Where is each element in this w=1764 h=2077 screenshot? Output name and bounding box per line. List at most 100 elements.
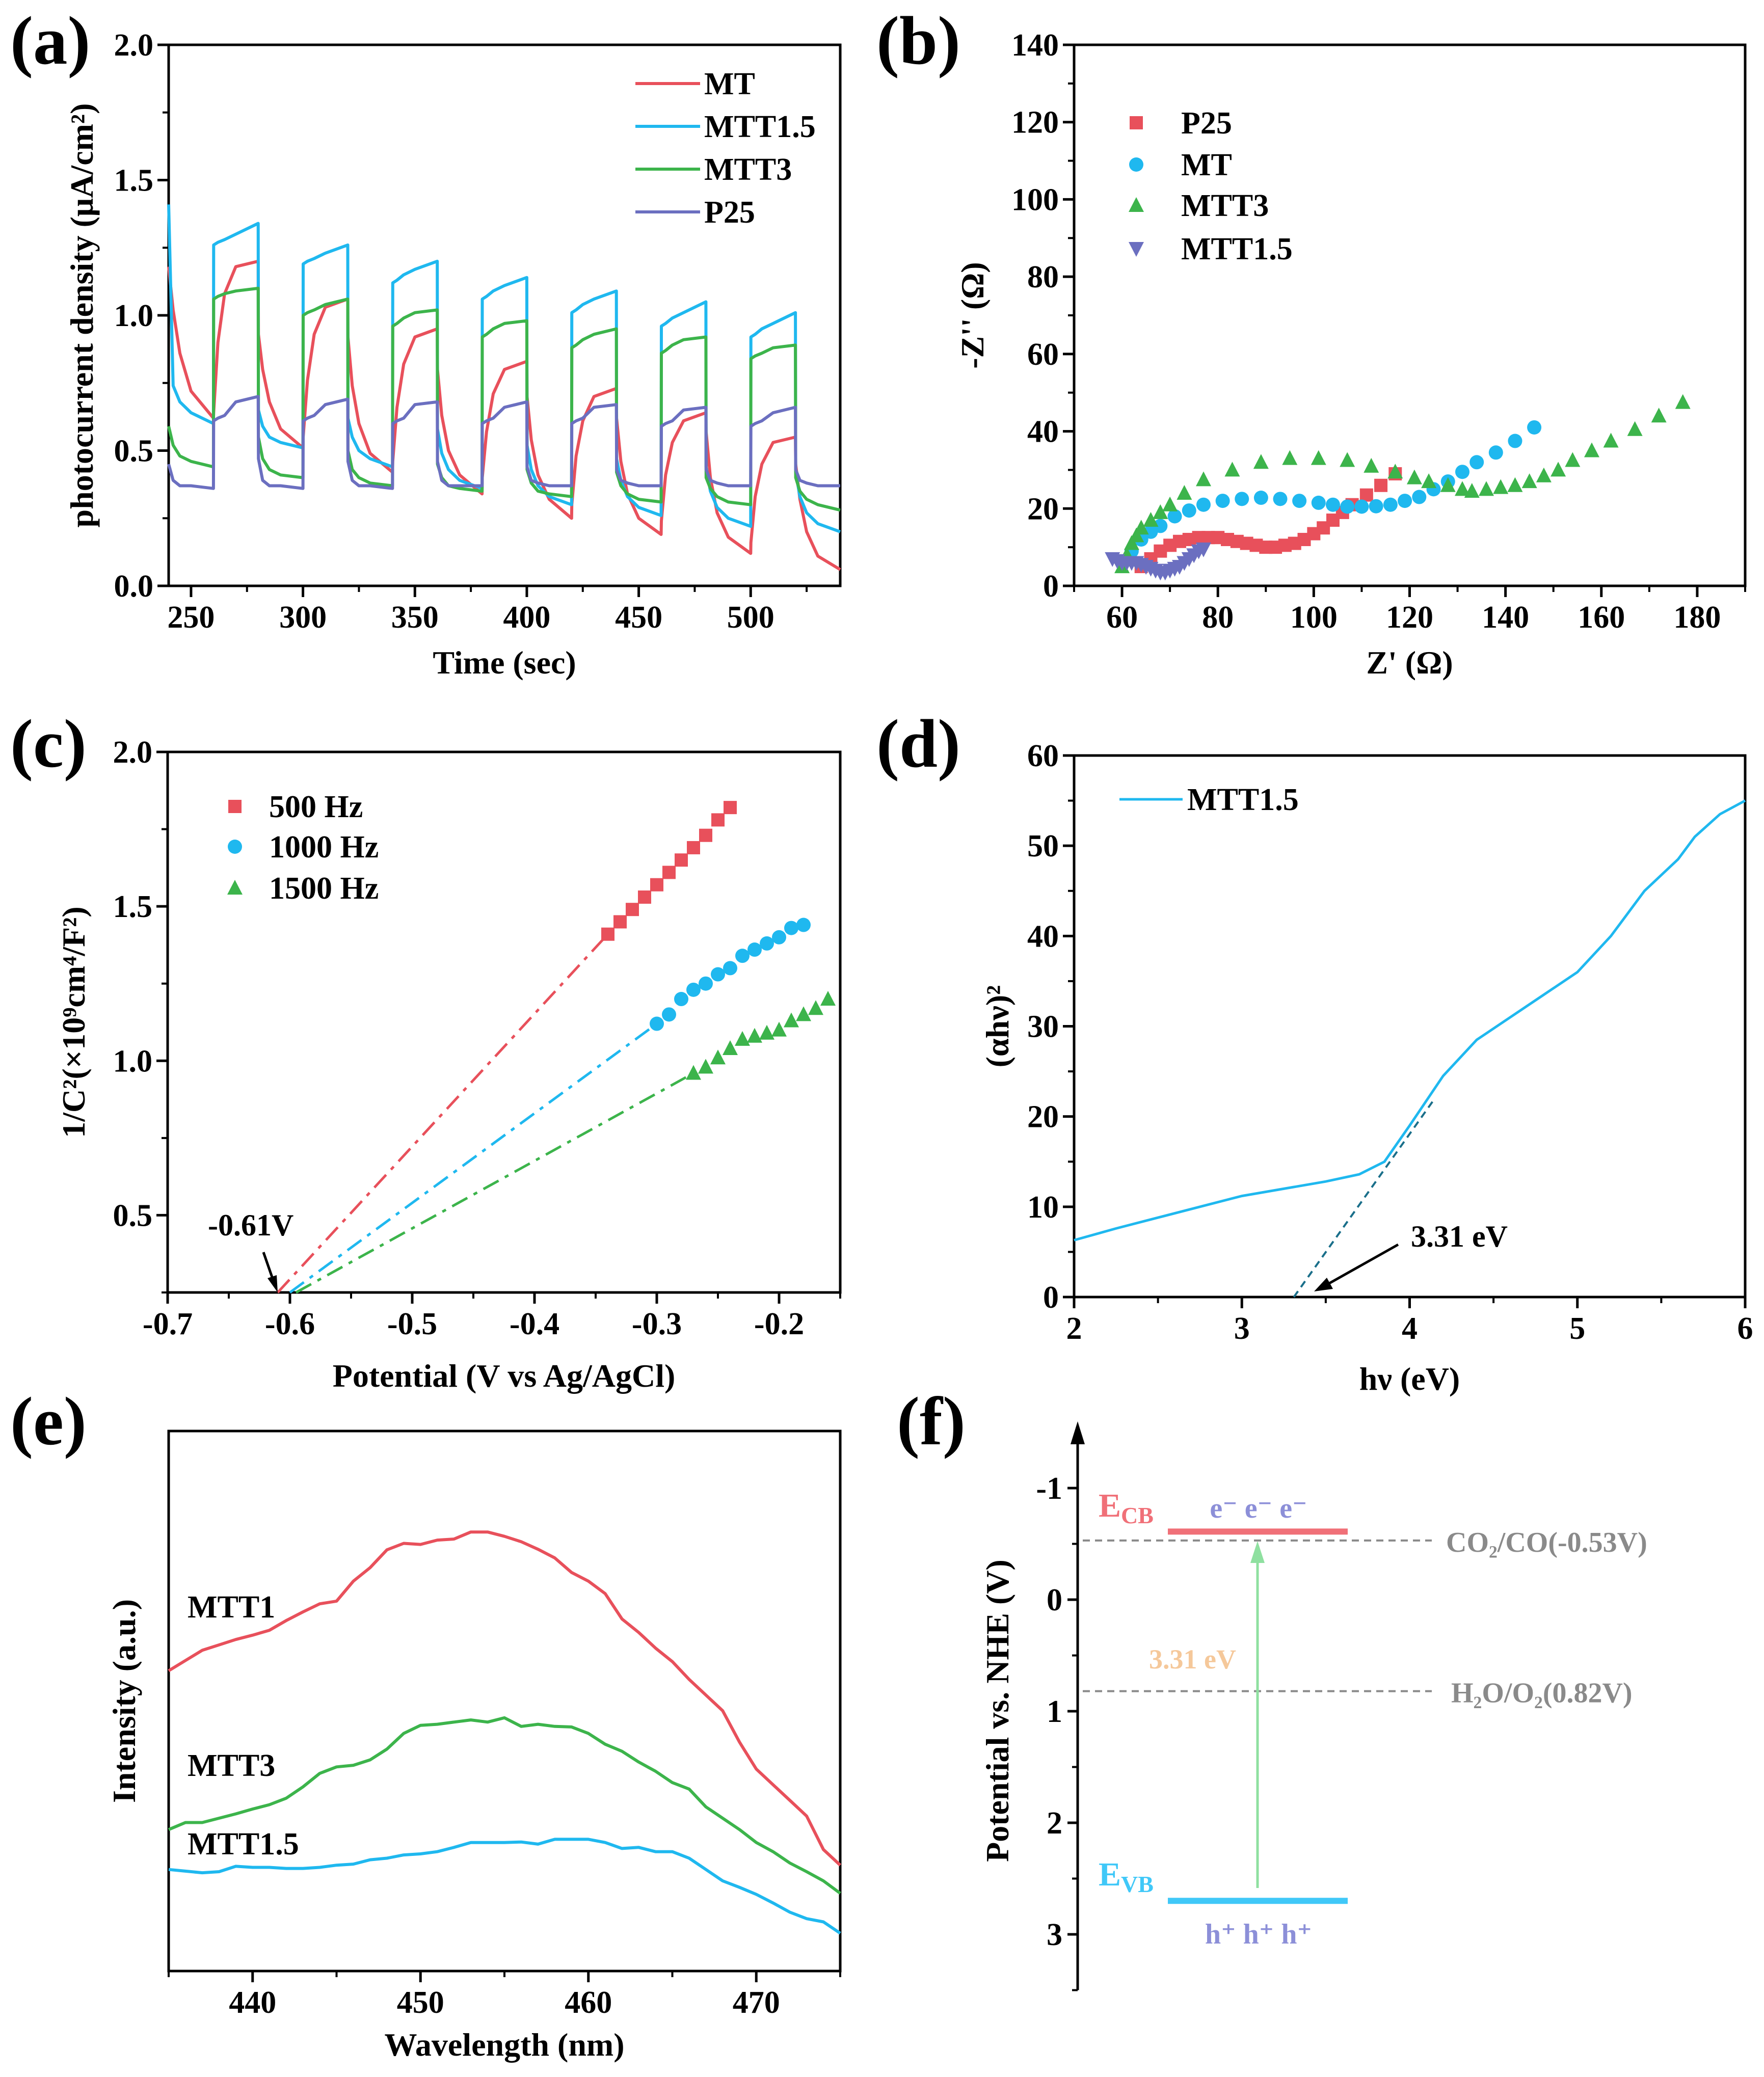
arrow-head	[268, 1275, 278, 1292]
x-tick-label: 470	[733, 1985, 780, 2020]
data-point	[1340, 452, 1355, 467]
y-axis-title: 1/C²(×10⁹cm⁴/F²)	[56, 906, 92, 1138]
data-point	[1383, 497, 1398, 512]
y-tick-label: 40	[1027, 415, 1059, 449]
x-axis-title: Potential (V vs Ag/AgCl)	[333, 1358, 676, 1394]
data-point	[1325, 497, 1340, 512]
y-tick-label: 80	[1027, 260, 1059, 294]
legend-label: MTT3	[1181, 188, 1269, 223]
y-tick-label: 0.5	[113, 1198, 153, 1233]
x-tick-label: 250	[167, 600, 215, 635]
y-tick-label: 120	[1011, 105, 1059, 140]
panel-label: (f)	[897, 1384, 966, 1460]
vb-label: E	[1099, 1856, 1121, 1893]
panel-c: (c) -0.7 -0.6 -0.5 -0.4 -0.3 -0.2 0.5 1.0 1.5 2.0 P…	[10, 706, 842, 1394]
data-point	[1675, 394, 1691, 409]
series-line-mtt1.5	[167, 204, 841, 533]
data-point	[1177, 484, 1192, 500]
fit-line	[289, 1022, 658, 1294]
x-tick-label: 450	[397, 1985, 444, 2020]
data-point	[686, 1065, 701, 1080]
x-tick-label: -0.2	[754, 1307, 804, 1341]
x-tick-label: -0.4	[510, 1307, 559, 1341]
data-point	[796, 1006, 811, 1021]
x-tick-label: 180	[1673, 600, 1721, 635]
x-tick-label: 120	[1386, 600, 1433, 635]
y-tick-label: 0	[1047, 1583, 1062, 1617]
data-point	[1507, 477, 1523, 492]
data-point	[1354, 499, 1369, 514]
y-axis-title: photocurrent density (μA/cm²)	[64, 103, 100, 528]
y-tick-label: -1	[1036, 1471, 1062, 1506]
data-point	[674, 992, 688, 1007]
arrow-head	[1250, 1541, 1265, 1563]
y-tick-label: 60	[1027, 337, 1059, 372]
legend-marker	[228, 800, 242, 813]
data-point	[1253, 491, 1268, 505]
data-point	[1195, 542, 1211, 557]
panel-b: (b) 60 80 100 120 140 160 180 0 20 40 60 80 100 120 140…	[876, 3, 1747, 681]
data-point	[1469, 455, 1484, 470]
x-tick-label: 4	[1402, 1311, 1418, 1346]
tangent-line	[1293, 1098, 1436, 1298]
y-tick-label: 20	[1027, 492, 1059, 526]
series-label: MTT1	[188, 1590, 275, 1625]
data-point	[1651, 408, 1667, 423]
data-point	[601, 927, 614, 941]
data-point	[1311, 450, 1326, 465]
y-axis-title: Potential vs. NHE (V)	[979, 1559, 1015, 1862]
y-tick-label: 0.0	[114, 569, 154, 604]
legend-label: MT	[704, 67, 755, 101]
x-tick-label: 300	[279, 600, 327, 635]
series-line-mtt3	[168, 1716, 841, 1895]
x-tick-label: 80	[1202, 600, 1234, 635]
arrow-head	[1314, 1278, 1333, 1291]
x-tick-label: -0.6	[265, 1307, 315, 1341]
x-tick-label: 400	[503, 600, 550, 635]
axis-arrow-head	[1071, 1421, 1085, 1444]
data-point	[662, 1007, 676, 1022]
legend-label: 1000 Hz	[269, 830, 379, 865]
data-point	[1488, 445, 1503, 460]
vb-label-subscript: VB	[1121, 1871, 1154, 1897]
panel-a: (a) 250 300 350 400 450 500 0.0 0.5 1.0 1.5 2.0 Time…	[10, 3, 842, 681]
data-point	[686, 982, 701, 997]
legend-label: 500 Hz	[269, 790, 363, 824]
data-point	[710, 1049, 726, 1065]
data-point	[1129, 527, 1144, 543]
x-tick-label: 100	[1290, 600, 1338, 635]
data-point	[1627, 421, 1643, 436]
y-axis-title: -Z'' (Ω)	[954, 262, 991, 368]
data-point	[1292, 494, 1307, 508]
panel-label: (c)	[10, 706, 87, 782]
legend-label: MTT3	[704, 152, 792, 187]
data-point	[759, 1024, 774, 1040]
data-point	[1273, 492, 1288, 506]
data-point	[771, 1021, 787, 1037]
panel-label: (e)	[10, 1384, 87, 1460]
data-point	[1311, 495, 1326, 510]
data-point	[1282, 450, 1298, 465]
y-tick-label: 30	[1027, 1010, 1059, 1044]
y-tick-label: 10	[1027, 1190, 1059, 1225]
y-tick-label: 0	[1043, 569, 1059, 604]
legend-marker	[1129, 197, 1144, 212]
data-point	[1440, 477, 1456, 492]
y-tick-label: 40	[1027, 919, 1059, 954]
x-axis-title: Z' (Ω)	[1366, 644, 1453, 681]
electrons-label: e⁻ e⁻ e⁻	[1210, 1493, 1307, 1524]
x-tick-label: 450	[615, 600, 662, 635]
y-tick-label: 1.5	[113, 889, 153, 924]
data-point	[1551, 462, 1566, 477]
holes-label: h⁺ h⁺ h⁺	[1205, 1919, 1312, 1950]
plot-frame	[166, 750, 842, 1294]
x-tick-label: 160	[1578, 600, 1625, 635]
y-tick-label: 1.5	[114, 164, 154, 198]
data-point	[1124, 535, 1139, 550]
legend-label: MTT1.5	[1187, 783, 1299, 817]
x-tick-label: 140	[1482, 600, 1529, 635]
data-point	[784, 1012, 799, 1028]
